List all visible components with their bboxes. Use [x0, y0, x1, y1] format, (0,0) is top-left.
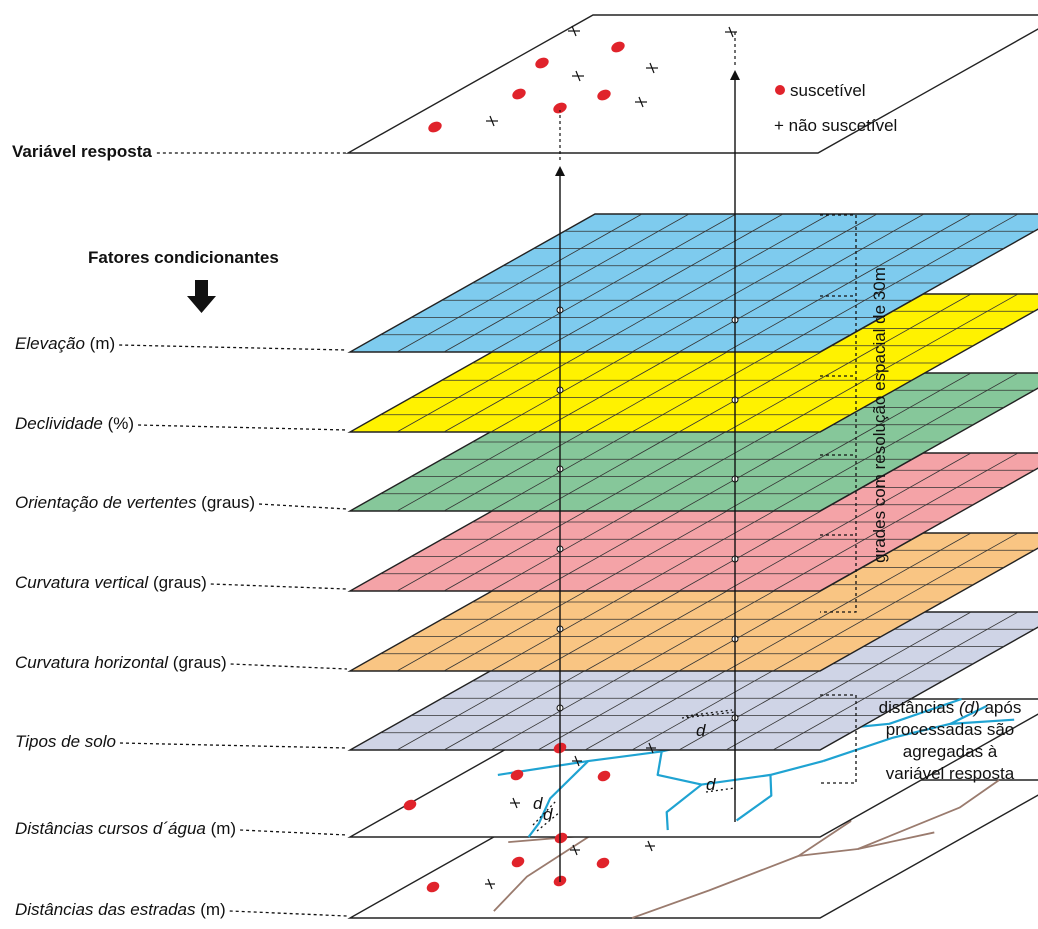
- label-connector: [259, 504, 347, 509]
- label-name: Curvatura horizontal: [15, 653, 169, 672]
- label-name: Elevação: [15, 334, 85, 353]
- label-name: Declividade: [15, 414, 103, 433]
- label-distancias-cursos-d-agua: Distâncias cursos d´água (m): [15, 819, 236, 838]
- down-arrow-icon: [187, 280, 216, 313]
- label-name: Distâncias das estradas: [15, 900, 196, 919]
- layers-group: [350, 214, 1038, 918]
- label-variavel-resposta: Variável resposta: [12, 142, 152, 161]
- distance-bracket-label-line: variável resposta: [886, 764, 1015, 783]
- label-unit: (m): [195, 900, 225, 919]
- distance-symbol: d: [696, 721, 706, 740]
- label-elevacao: Elevação (m): [15, 334, 115, 353]
- distance-symbol: d: [0, 0, 10, 4]
- distance-bracket-label-line: distâncias (d) após: [879, 698, 1022, 717]
- label-name: Orientação de vertentes: [15, 493, 197, 512]
- text-part: distâncias: [879, 698, 959, 717]
- label-connector: [231, 664, 347, 669]
- label-distancias-das-estradas: Distâncias das estradas (m): [15, 900, 226, 919]
- label-unit: (%): [103, 414, 134, 433]
- distance-bracket-label-line: agregadas à: [903, 742, 998, 761]
- legend-not-susceptible-label: + não suscetível: [774, 116, 897, 135]
- label-name: Curvatura vertical: [15, 573, 149, 592]
- label-curvatura-horizontal: Curvatura horizontal (graus): [15, 653, 227, 672]
- label-tipos-de-solo: Tipos de solo: [15, 732, 116, 751]
- distance-symbol: d: [543, 805, 553, 824]
- factors-header: Fatores condicionantes: [88, 248, 279, 267]
- label-declividade: Declividade (%): [15, 414, 134, 433]
- label-connector: [240, 830, 347, 835]
- distance-symbol: d: [533, 794, 543, 813]
- layer-variavel-resposta: [348, 15, 1038, 153]
- label-curvatura-vertical: Curvatura vertical (graus): [15, 573, 207, 592]
- label-connector: [120, 743, 347, 748]
- distance-symbol: d: [706, 775, 716, 794]
- label-unit: (m): [206, 819, 236, 838]
- legend-susceptible-icon: [775, 85, 785, 95]
- distance-symbol: (d): [959, 698, 980, 717]
- label-unit: (m): [85, 334, 115, 353]
- distance-bracket-label-line: processadas são: [886, 720, 1015, 739]
- label-unit: (graus): [168, 653, 227, 672]
- label-name: Tipos de solo: [15, 732, 116, 751]
- text-part: após: [980, 698, 1022, 717]
- label-unit: (graus): [148, 573, 207, 592]
- label-orientacao-de-vertentes: Orientação de vertentes (graus): [15, 493, 255, 512]
- label-connector: [119, 345, 347, 350]
- label-connector: [138, 425, 347, 430]
- label-connector: [230, 911, 347, 916]
- label-unit: (graus): [196, 493, 255, 512]
- label-connector: [211, 584, 347, 589]
- legend-susceptible-label: suscetível: [790, 81, 866, 100]
- grid-bracket-label: grades com resolução espacial de 30m: [870, 267, 889, 563]
- label-name: Distâncias cursos d´água: [15, 819, 206, 838]
